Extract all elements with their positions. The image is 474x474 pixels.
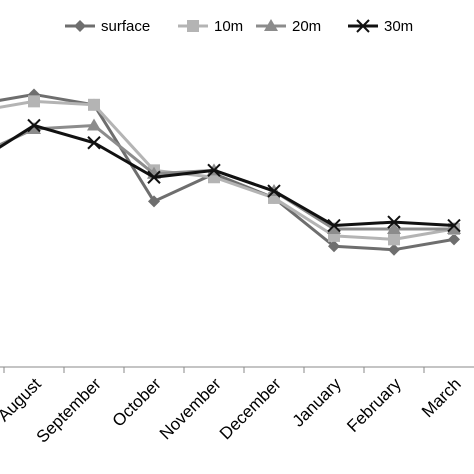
plot-area xyxy=(0,88,461,256)
legend-marker xyxy=(356,19,370,33)
data-point-20m xyxy=(87,118,101,131)
data-point-20m xyxy=(387,222,401,234)
data-point-20m xyxy=(447,222,461,234)
series-line-20m xyxy=(0,124,454,231)
data-point-20m xyxy=(27,121,41,134)
data-point-30m xyxy=(327,218,341,233)
x-tick-label: August xyxy=(0,374,45,425)
x-tick-label: November xyxy=(156,374,225,443)
x-tick-label: October xyxy=(109,374,165,430)
data-point-10m xyxy=(388,233,400,246)
legend-item-10m: 10m xyxy=(178,18,243,35)
legend-label: 20m xyxy=(292,18,321,35)
data-point-30m xyxy=(27,118,41,133)
x-tick-label: September xyxy=(33,374,105,446)
x-axis: JulyAugustSeptemberOctoberNovemberDecemb… xyxy=(0,366,474,447)
legend-item-20m: 20m xyxy=(256,18,321,35)
data-point-30m xyxy=(447,218,461,233)
legend: surface 10m 20m 30m xyxy=(65,18,413,35)
data-point-10m xyxy=(88,98,100,111)
data-point-30m xyxy=(147,170,161,184)
legend-label: 10m xyxy=(214,18,243,35)
series-line-10m xyxy=(0,99,455,241)
legend-marker xyxy=(187,20,199,32)
data-point-10m xyxy=(28,95,40,108)
legend-item-surface: surface xyxy=(65,18,150,35)
data-point-20m xyxy=(327,222,341,234)
data-point-surface xyxy=(448,233,460,246)
x-tick-label: December xyxy=(216,374,285,443)
data-point-30m xyxy=(387,215,401,229)
series-line-30m xyxy=(0,124,455,228)
legend-item-30m: 30m xyxy=(348,18,413,35)
data-point-surface xyxy=(148,195,160,208)
series-10m xyxy=(0,95,460,246)
data-point-surface xyxy=(388,243,400,256)
series-30m xyxy=(0,118,461,233)
data-point-30m xyxy=(87,136,101,150)
data-point-30m xyxy=(207,163,221,178)
legend-label: 30m xyxy=(384,18,413,35)
x-tick-label: February xyxy=(343,374,405,436)
legend-marker xyxy=(74,20,86,32)
data-point-30m xyxy=(267,184,281,198)
x-tick-label: January xyxy=(289,374,346,431)
series-line-surface xyxy=(0,92,455,252)
data-point-surface xyxy=(328,240,340,253)
x-tick-label: March xyxy=(418,374,465,421)
legend-marker xyxy=(264,19,278,31)
legend-label: surface xyxy=(101,18,150,35)
